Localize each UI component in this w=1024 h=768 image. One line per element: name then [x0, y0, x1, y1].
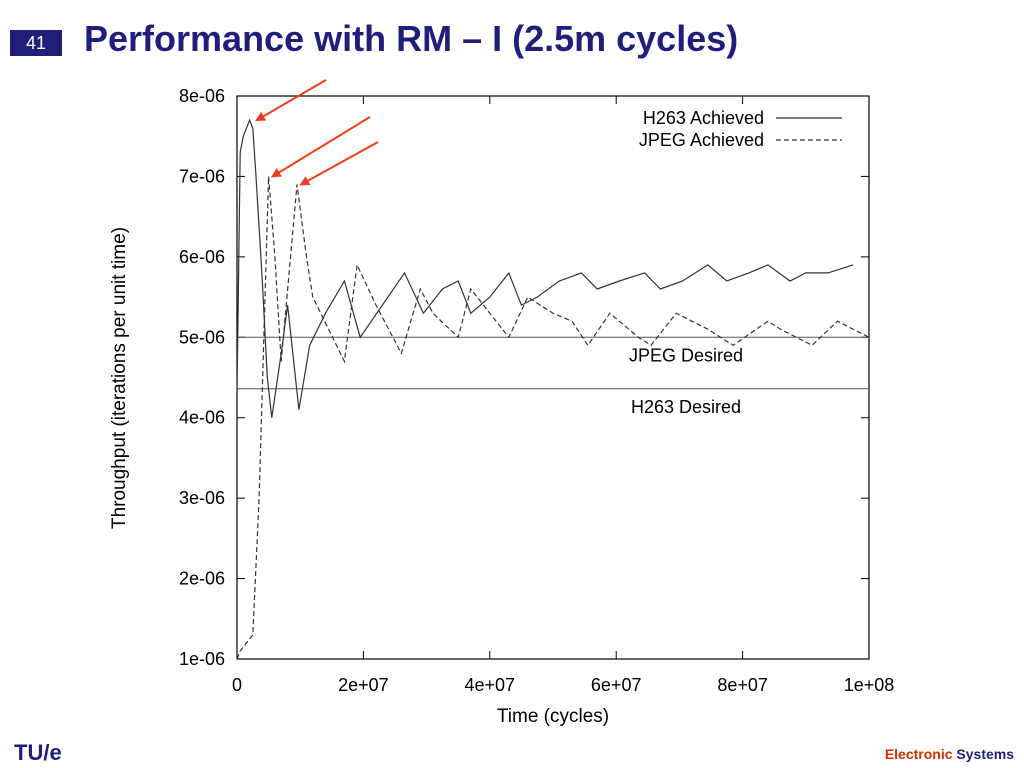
- x-tick-label: 1e+08: [844, 675, 895, 695]
- footer-electronic: Electronic: [884, 746, 953, 762]
- legend-label: H263 Achieved: [643, 108, 764, 128]
- y-axis-label: Throughput (iterations per unit time): [109, 227, 130, 529]
- x-tick-label: 0: [232, 675, 242, 695]
- y-tick-label: 1e-06: [179, 649, 225, 669]
- footer-department: Electronic Systems: [885, 746, 1014, 762]
- desired-line-label: JPEG Desired: [629, 345, 743, 365]
- y-tick-label: 2e-06: [179, 569, 225, 589]
- x-tick-label: 6e+07: [591, 675, 642, 695]
- y-tick-label: 7e-06: [179, 166, 225, 186]
- y-tick-label: 5e-06: [179, 327, 225, 347]
- x-tick-label: 8e+07: [717, 675, 768, 695]
- series-line-jpeg: [236, 176, 870, 660]
- y-tick-label: 3e-06: [179, 488, 225, 508]
- y-tick-label: 4e-06: [179, 408, 225, 428]
- slide-number: 41: [10, 30, 62, 56]
- y-tick-label: 8e-06: [179, 86, 225, 106]
- annotation-arrow: [255, 79, 327, 122]
- x-tick-label: 2e+07: [338, 675, 389, 695]
- throughput-chart: 0 2e+07 4e+07 6e+07 8e+07 1e+08 1e-06 2e-06 3e-0…: [109, 79, 895, 727]
- tue-logo: TU/e: [14, 740, 62, 765]
- y-tick-label: 6e-06: [179, 247, 225, 267]
- legend-label: JPEG Achieved: [639, 130, 764, 150]
- plot-frame: [236, 95, 870, 660]
- x-axis-label: Time (cycles): [497, 706, 609, 727]
- annotation-arrow: [270, 116, 371, 178]
- footer-systems: Systems: [956, 746, 1014, 762]
- annotation-arrow: [299, 141, 379, 186]
- series-line-h263: [236, 118, 854, 418]
- page-title: Performance with RM – I (2.5m cycles): [84, 18, 739, 59]
- x-tick-label: 4e+07: [465, 675, 516, 695]
- desired-line-label: H263 Desired: [631, 397, 741, 417]
